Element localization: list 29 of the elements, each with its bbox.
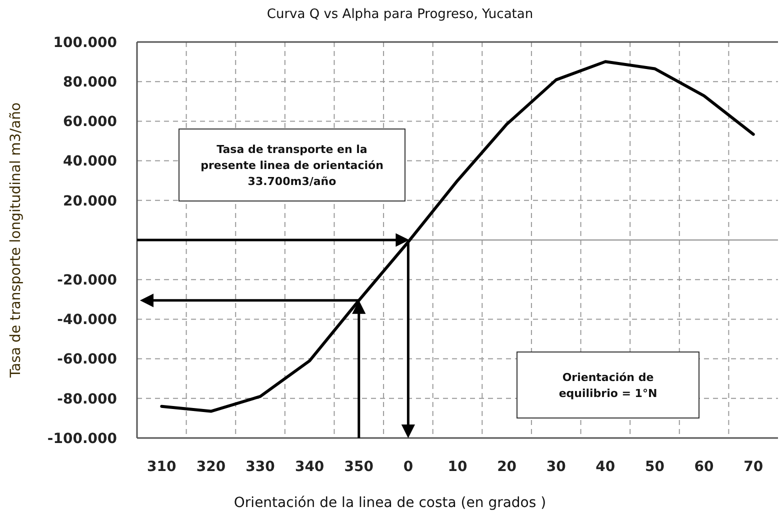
x-tick-label: 50 (644, 459, 665, 475)
y-tick-label: 20.000 (62, 193, 118, 210)
y-tick-label: -40.000 (57, 312, 118, 328)
chart-title: Curva Q vs Alpha para Progreso, Yucatan (266, 7, 534, 22)
y-tick-label: -80.000 (57, 391, 118, 408)
x-tick-label: 340 (294, 459, 324, 475)
x-tick-label: 310 (147, 459, 177, 475)
x-tick-label: 350 (344, 459, 374, 475)
y-tick-label: 40.000 (62, 154, 118, 170)
x-tick-label: 20 (497, 459, 517, 475)
annotation: Tasa de transporte en la presente linea de orientación 33.700m3/año (200, 142, 384, 188)
y-tick-label: -60.000 (57, 352, 118, 368)
x-tick-label: 60 (694, 459, 714, 475)
x-tick-label: 0 (403, 459, 414, 475)
x-tick-label: 70 (744, 459, 764, 475)
y-tick-label: -20.000 (57, 272, 118, 288)
y-tick-label: 100.000 (53, 34, 118, 51)
y-tick-label: -100.000 (47, 430, 118, 447)
y-tick-label: 80.000 (62, 74, 118, 90)
x-tick-label: 10 (448, 459, 468, 475)
x-tick-label: 40 (596, 459, 616, 475)
x-tick-label: 30 (546, 459, 566, 475)
x-axis-title: Orientación de la linea de costa (en grados ) (234, 495, 546, 511)
line-series (160, 60, 755, 413)
x-tick-label: 330 (246, 459, 276, 475)
annotation: Orientación de equilibrio = 1°N (558, 370, 658, 400)
x-tick-label: 320 (196, 459, 226, 475)
y-tick-label: 60.000 (62, 114, 118, 130)
y-axis-title: Tasa de transporte longitudinal m3/año (8, 102, 24, 379)
